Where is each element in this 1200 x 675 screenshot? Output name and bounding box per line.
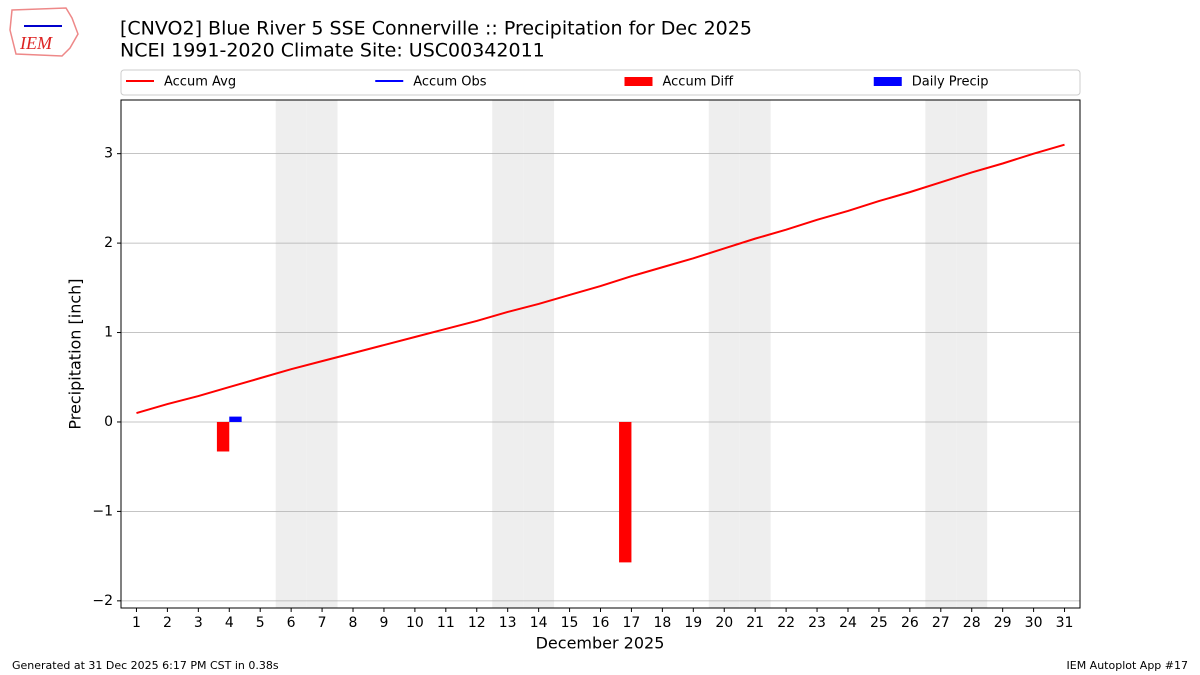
x-tick-label: 2	[163, 615, 172, 631]
weekend-band	[523, 100, 555, 608]
y-tick-label: 0	[104, 414, 113, 430]
y-tick-label: 2	[104, 235, 113, 251]
x-tick-label: 6	[287, 615, 296, 631]
legend-box	[120, 69, 1081, 96]
x-tick-label: 10	[406, 615, 424, 631]
x-tick-label: 25	[870, 615, 888, 631]
bar	[619, 421, 632, 563]
y-tick-label: −2	[92, 593, 113, 609]
x-axis-label: December 2025	[536, 634, 665, 653]
weekend-band	[275, 100, 307, 608]
legend-swatch	[624, 77, 653, 86]
x-tick-label: 31	[1056, 615, 1074, 631]
legend-label: Accum Avg	[164, 75, 236, 90]
x-tick-label: 13	[499, 615, 517, 631]
x-tick-label: 16	[592, 615, 610, 631]
legend-swatch	[873, 77, 902, 86]
x-tick-label: 30	[1025, 615, 1043, 631]
x-tick-label: 18	[653, 615, 671, 631]
legend-label: Daily Precip	[912, 75, 989, 90]
x-tick-label: 3	[194, 615, 203, 631]
x-tick-label: 8	[349, 615, 358, 631]
weekend-band	[306, 100, 338, 608]
x-tick-label: 20	[715, 615, 733, 631]
x-tick-label: 19	[684, 615, 702, 631]
x-tick-label: 27	[932, 615, 950, 631]
series-line	[136, 143, 1065, 414]
chart-title: [CNVO2] Blue River 5 SSE Connerville :: …	[120, 18, 752, 40]
x-tick-label: 22	[777, 615, 795, 631]
y-tick-label: 1	[104, 325, 113, 341]
x-tick-label: 24	[839, 615, 857, 631]
x-tick-label: 12	[468, 615, 486, 631]
x-tick-label: 11	[437, 615, 455, 631]
y-axis-label: Precipitation [inch]	[66, 278, 85, 429]
x-tick-label: 21	[746, 615, 764, 631]
x-tick-label: 9	[379, 615, 388, 631]
weekend-band	[956, 100, 988, 608]
weekend-band	[492, 100, 524, 608]
logo-text: IEM	[19, 33, 53, 53]
x-tick-label: 5	[256, 615, 265, 631]
footer-right: IEM Autoplot App #17	[1067, 659, 1189, 672]
chart-subtitle: NCEI 1991-2020 Climate Site: USC00342011	[120, 40, 545, 62]
bar	[216, 421, 230, 452]
x-tick-label: 17	[623, 615, 641, 631]
x-tick-label: 23	[808, 615, 826, 631]
legend-label: Accum Diff	[663, 75, 735, 90]
weekend-band	[739, 100, 771, 608]
y-tick-label: 3	[104, 146, 113, 162]
x-tick-label: 15	[561, 615, 579, 631]
legend-label: Accum Obs	[413, 75, 486, 90]
weekend-band	[925, 100, 957, 608]
weekend-band	[708, 100, 740, 608]
x-tick-label: 14	[530, 615, 548, 631]
x-tick-label: 4	[225, 615, 234, 631]
x-tick-label: 29	[994, 615, 1012, 631]
x-tick-label: 28	[963, 615, 981, 631]
plot-frame	[120, 99, 1081, 609]
footer-left: Generated at 31 Dec 2025 6:17 PM CST in …	[12, 659, 279, 672]
x-tick-label: 26	[901, 615, 919, 631]
x-tick-label: 1	[132, 615, 141, 631]
logo-outline	[9, 7, 79, 57]
y-tick-label: −1	[92, 503, 113, 519]
bar	[229, 416, 242, 422]
x-tick-label: 7	[318, 615, 327, 631]
